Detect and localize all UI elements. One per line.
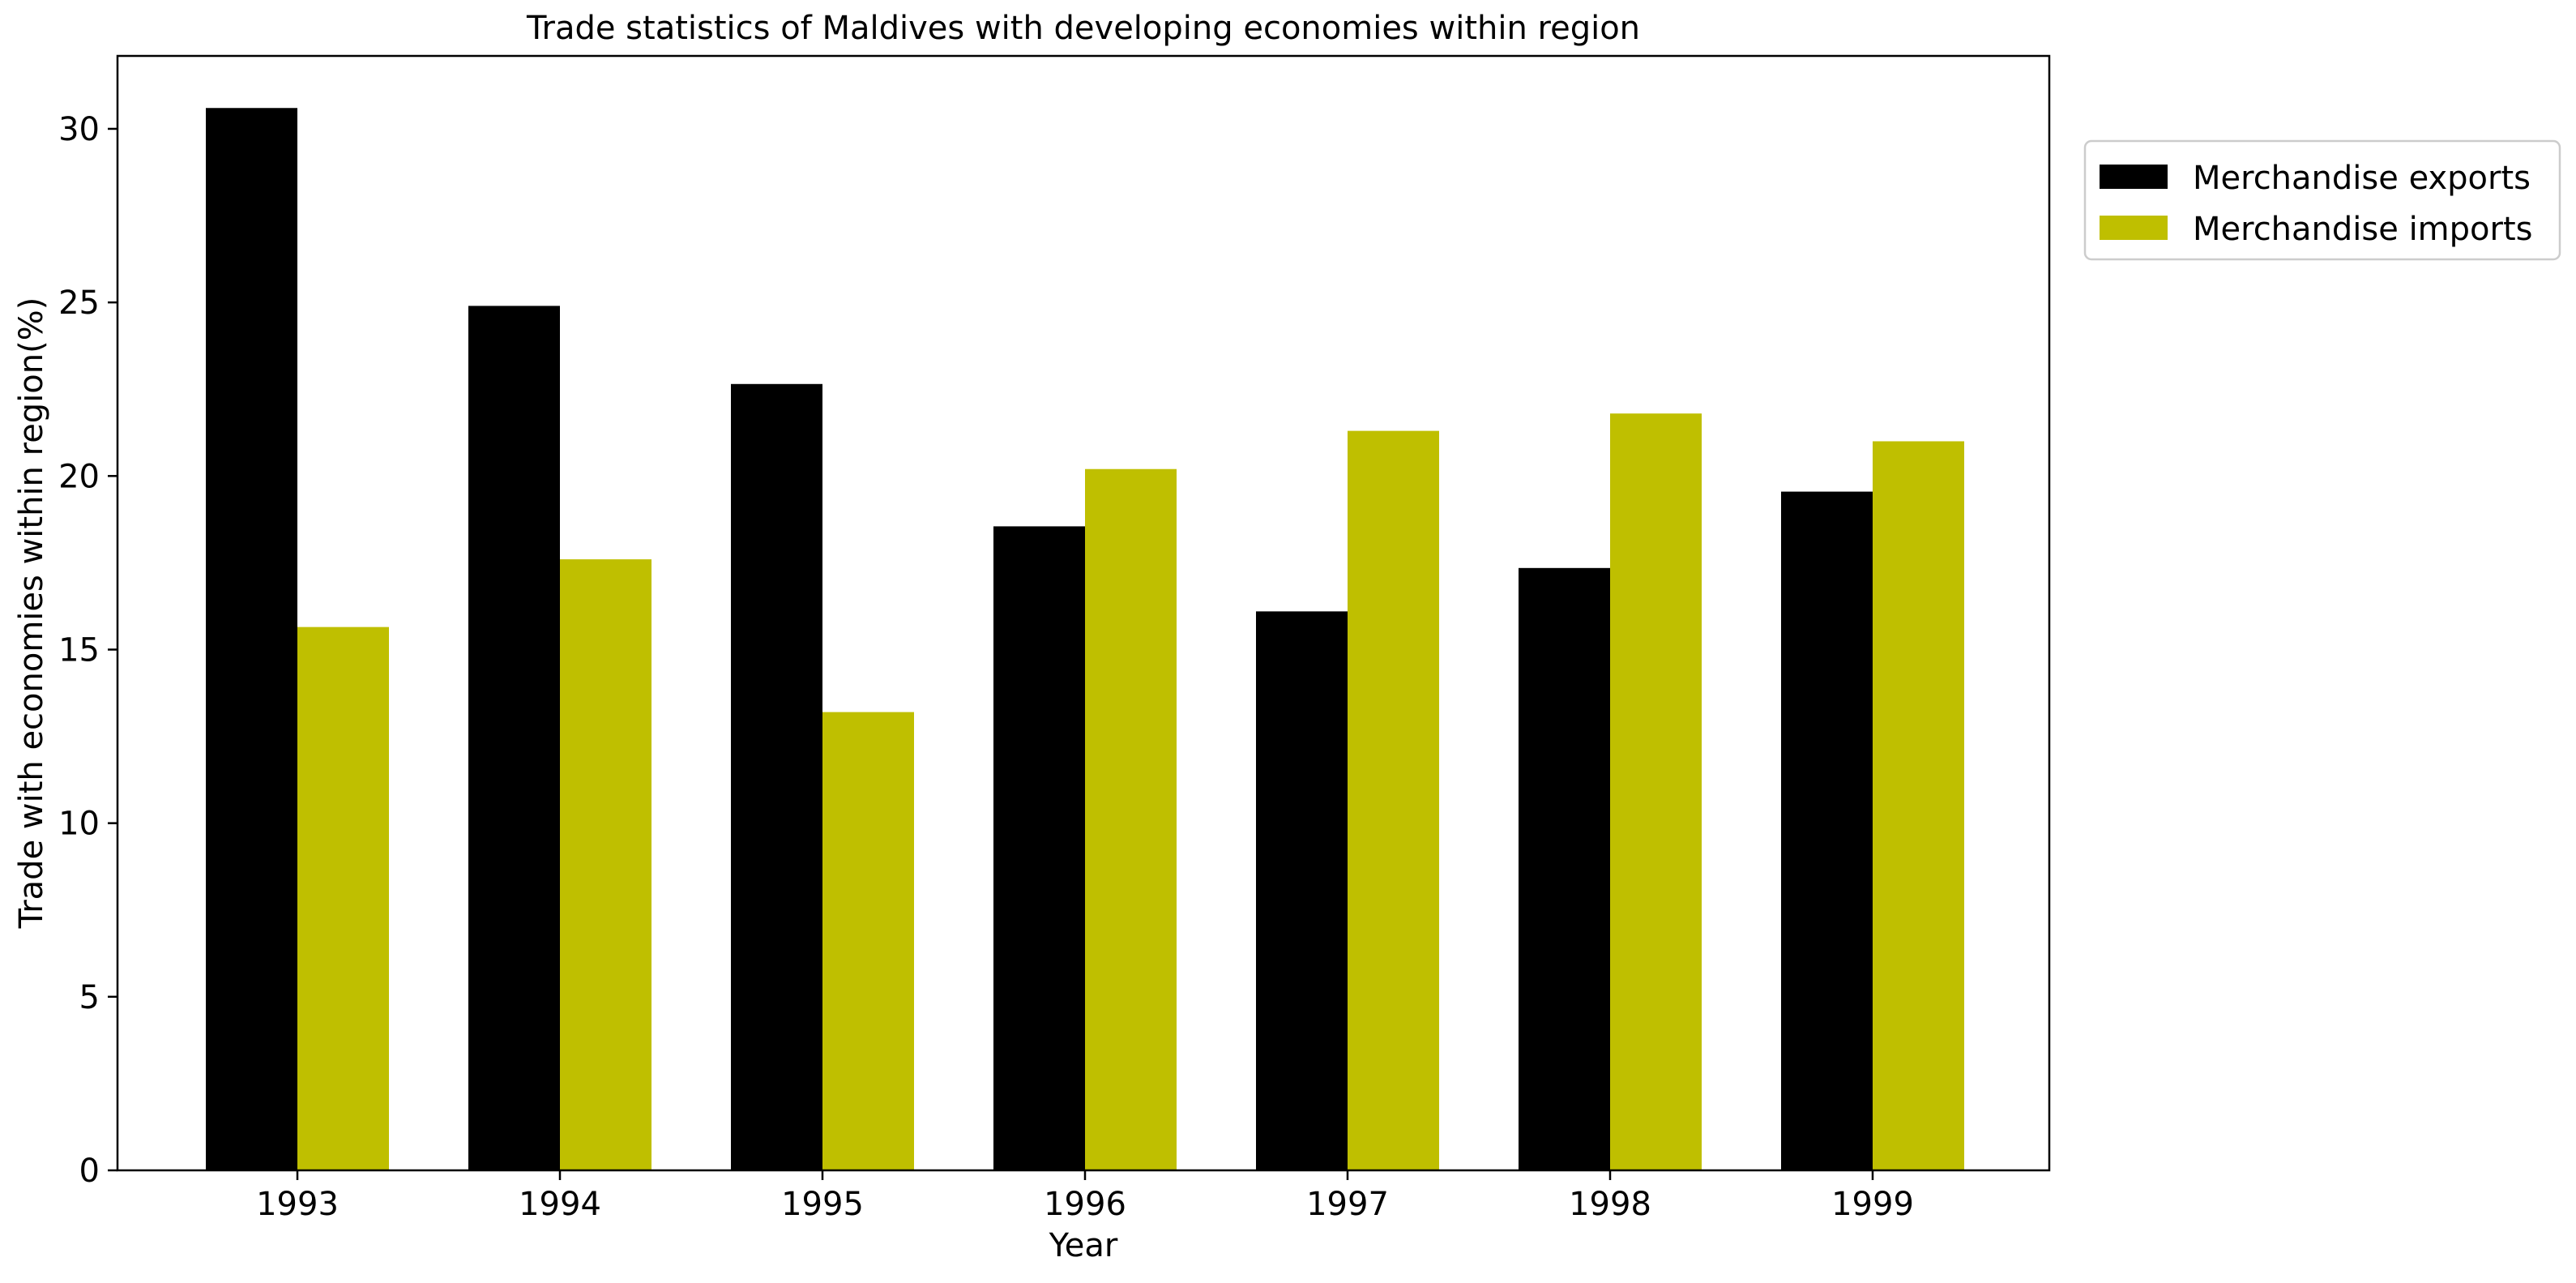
x-tick-label-1996: 1996 xyxy=(1044,1186,1126,1223)
legend-label-merchandise-exports: Merchandise exports xyxy=(2193,160,2531,197)
legend-swatch-merchandise-exports xyxy=(2100,165,2168,189)
bars-layer xyxy=(206,108,1964,1171)
bar-merchandise-imports-1994 xyxy=(560,559,651,1170)
bar-merchandise-exports-1995 xyxy=(731,383,822,1170)
bar-merchandise-exports-1998 xyxy=(1519,567,1610,1170)
y-tick-label-25: 25 xyxy=(58,284,100,322)
legend-frame xyxy=(2083,139,2561,261)
y-tick-label-0: 0 xyxy=(79,1153,100,1190)
y-axis: 0 5 10 15 20 25 30 xyxy=(58,111,117,1190)
y-tick-label-20: 20 xyxy=(58,458,100,495)
x-tick-label-1993: 1993 xyxy=(256,1186,339,1223)
bar-merchandise-exports-1997 xyxy=(1256,611,1348,1170)
bar-merchandise-imports-1995 xyxy=(822,712,914,1170)
bar-merchandise-exports-1999 xyxy=(1781,491,1873,1170)
x-axis: 1993 1994 1995 1996 1997 1998 1999 xyxy=(256,1170,1914,1223)
plot-frame xyxy=(116,54,2051,1172)
legend: Merchandise exports Merchandise imports xyxy=(2083,139,2561,261)
bar-merchandise-exports-1993 xyxy=(206,108,297,1171)
legend-label-merchandise-imports: Merchandise imports xyxy=(2193,211,2532,248)
bar-merchandise-imports-1997 xyxy=(1348,430,1439,1170)
bar-merchandise-imports-1999 xyxy=(1873,441,1964,1170)
y-axis-label: Trade with economies within region(%) xyxy=(13,297,50,930)
chart-title: Trade statistics of Maldives with develo… xyxy=(526,10,1640,47)
y-tick-label-15: 15 xyxy=(58,631,100,669)
x-axis-label: Year xyxy=(1049,1227,1118,1264)
bar-merchandise-exports-1996 xyxy=(993,526,1085,1170)
legend-swatch-merchandise-imports xyxy=(2100,216,2168,240)
y-tick-label-10: 10 xyxy=(58,806,100,843)
bar-merchandise-imports-1996 xyxy=(1085,468,1177,1170)
y-tick-label-30: 30 xyxy=(58,111,100,148)
y-tick-label-5: 5 xyxy=(79,979,100,1016)
bar-merchandise-exports-1994 xyxy=(468,306,560,1170)
x-tick-label-1994: 1994 xyxy=(519,1186,601,1223)
x-tick-label-1995: 1995 xyxy=(781,1186,864,1223)
bar-merchandise-imports-1993 xyxy=(297,627,389,1170)
bar-merchandise-imports-1998 xyxy=(1610,413,1702,1171)
x-tick-label-1998: 1998 xyxy=(1569,1186,1651,1223)
x-tick-label-1999: 1999 xyxy=(1831,1186,1914,1223)
x-tick-label-1997: 1997 xyxy=(1306,1186,1389,1223)
